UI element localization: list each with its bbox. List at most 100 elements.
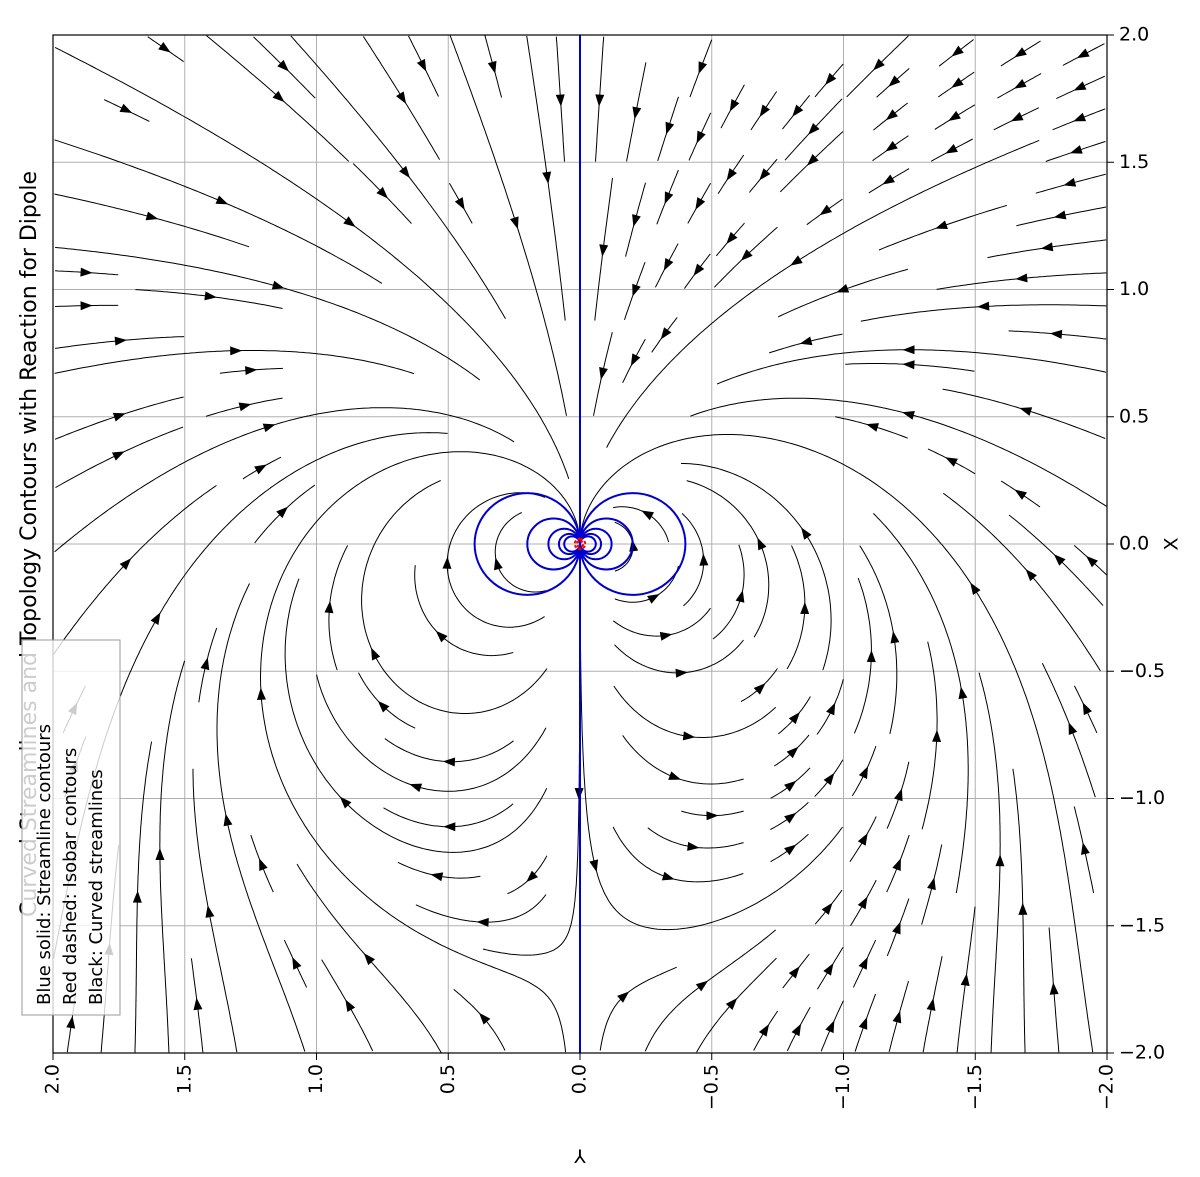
streamline-arrow — [435, 630, 448, 643]
streamline-arrow — [790, 255, 803, 266]
streamline-arrow — [112, 412, 126, 422]
streamline-arrow — [145, 211, 159, 221]
streamline-arrow — [526, 870, 539, 883]
streamline-arrow — [663, 258, 674, 271]
isobar-contour — [573, 537, 587, 551]
streamline-arrow — [1049, 982, 1059, 995]
streamline-arrow — [114, 336, 127, 346]
streamline-arrow — [882, 174, 895, 185]
streamline-arrow — [542, 171, 552, 185]
streamline-arrow — [995, 854, 1005, 867]
x-tick-label: 1.0 — [1119, 278, 1149, 300]
streamline-arrow — [823, 772, 835, 786]
y-tick-label: −0.5 — [700, 1064, 722, 1110]
streamline-arrow — [948, 110, 961, 121]
streamline-arrow — [945, 457, 958, 467]
x-tick-label: −2.0 — [1119, 1042, 1165, 1064]
streamline-arrow — [150, 612, 161, 625]
x-tick-label: 2.0 — [1119, 24, 1149, 46]
streamline-arrow — [958, 686, 968, 700]
streamline-arrow — [259, 858, 268, 872]
streamline-arrow — [808, 122, 820, 135]
streamline-arrow — [784, 812, 797, 824]
streamline-arrow — [1069, 145, 1083, 154]
streamline-arrow — [668, 771, 682, 780]
streamline-arrow — [377, 700, 390, 713]
streamline-arrow — [902, 360, 915, 370]
streamline-arrow — [665, 121, 675, 135]
streamline-arrow — [753, 683, 766, 695]
streamline-arrow — [204, 291, 217, 301]
streamline-arrow — [873, 58, 885, 71]
streamline-arrow — [687, 841, 700, 851]
streamline-arrow — [277, 59, 289, 72]
streamline-arrow — [788, 711, 800, 725]
x-axis-label: X — [1161, 537, 1183, 550]
streamline-arrow — [254, 464, 267, 475]
streamline-arrow — [262, 423, 276, 433]
streamline-arrow — [735, 590, 745, 603]
rotated-figure: Curved Streamlines and Topology Contours… — [17, 24, 1183, 1167]
streamline-arrow — [792, 104, 804, 117]
streamline-arrow — [821, 902, 833, 915]
streamline-arrow — [729, 98, 740, 112]
streamline-arrow — [1053, 210, 1067, 220]
streamline-arrow — [1014, 47, 1027, 58]
streamline-arrow — [409, 783, 423, 793]
x-tick-label: −1.0 — [1119, 787, 1165, 809]
streamline-arrow — [784, 844, 797, 856]
streamline-arrow — [119, 103, 133, 114]
x-tick-label: −0.5 — [1119, 660, 1165, 682]
streamline-arrow — [132, 890, 142, 903]
y-tick-label: −2.0 — [1096, 1064, 1118, 1110]
streamline-arrow — [888, 75, 901, 87]
streamline-arrow — [695, 197, 706, 210]
streamline-arrow — [726, 231, 738, 244]
streamline-arrow — [244, 366, 258, 376]
streamline-arrow — [376, 186, 388, 199]
streamline-arrow — [823, 963, 834, 976]
legend-box — [21, 639, 121, 1016]
y-tick-label: 0.0 — [569, 1064, 591, 1094]
streamline-arrow — [659, 631, 673, 641]
streamline-arrow — [866, 650, 876, 663]
streamline-arrow — [759, 168, 771, 181]
y-tick-label: −1.5 — [964, 1064, 986, 1110]
streamline-arrow — [960, 973, 970, 987]
streamline-arrow — [343, 216, 356, 227]
streamline-arrow — [230, 346, 243, 356]
streamline-arrow — [271, 280, 285, 290]
streamline-arrow — [223, 813, 233, 827]
streamline-arrow — [493, 557, 503, 571]
streamline-arrow — [706, 811, 719, 821]
streamline-arrow — [193, 997, 203, 1011]
streamline-arrow — [800, 601, 810, 614]
streamline-arrow — [1025, 569, 1037, 582]
y-tick-label: 0.5 — [437, 1064, 459, 1094]
streamline-arrow — [363, 953, 376, 966]
streamline-arrow — [442, 757, 456, 767]
x-tick-label: 1.5 — [1119, 151, 1149, 173]
streamline-arrow — [825, 72, 837, 85]
streamline-arrow — [902, 410, 915, 420]
streamline-arrow — [927, 877, 936, 891]
streamline-arrow — [205, 905, 215, 918]
streamline-arrow — [509, 216, 519, 230]
streamline-arrow — [1014, 489, 1027, 500]
streamline-arrow — [111, 451, 125, 461]
streamline-arrow — [1010, 112, 1024, 122]
streamline-arrow — [1015, 273, 1028, 283]
streamline-arrow — [1040, 242, 1054, 252]
streamline-arrow — [970, 582, 981, 595]
streamline-arrow — [1063, 177, 1077, 187]
streamline-arrow — [945, 143, 958, 154]
streamline-arrow — [660, 327, 672, 340]
streamline-arrow — [1053, 554, 1066, 566]
streamline-arrow — [215, 195, 229, 205]
streamline-arrow — [1076, 48, 1090, 59]
streamline-arrow — [725, 998, 738, 1010]
streamline-arrow — [276, 506, 289, 519]
streamline-arrow — [442, 556, 452, 569]
streamline-arrow — [1086, 555, 1098, 568]
streamline-arrow — [479, 1012, 491, 1025]
